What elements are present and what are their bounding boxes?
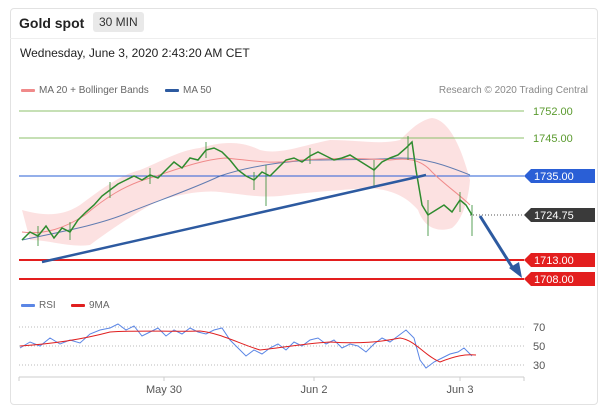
ma50-swatch (165, 89, 179, 92)
rsi-tick-30: 30 (533, 360, 545, 372)
price-tag-1745: 1745.00 (533, 133, 573, 145)
legend-9ma: 9MA (71, 300, 110, 311)
legend-rsi: RSI (21, 300, 56, 311)
legend-ma20: MA 20 + Bollinger Bands (21, 85, 149, 96)
price-tag-1708: 1708.00 (524, 272, 595, 286)
svg-text:1735.00: 1735.00 (534, 171, 574, 183)
legend-ma50: MA 50 (165, 85, 211, 96)
trendline (41, 173, 427, 264)
x-label-jun2: Jun 2 (301, 384, 328, 396)
svg-text:1713.00: 1713.00 (534, 255, 574, 267)
ma9-swatch (71, 304, 85, 307)
price-tag-1752: 1752.00 (533, 106, 573, 118)
chart-datetime: Wednesday, June 3, 2020 2:43:20 AM CET (20, 46, 250, 60)
ma50-label: MA 50 (183, 85, 212, 96)
ma9-label: 9MA (89, 300, 110, 311)
bollinger-band (22, 118, 470, 246)
ma50-line (21, 157, 471, 241)
timeframe-badge[interactable]: 30 MIN (93, 12, 144, 32)
ma20-line (21, 157, 471, 234)
rsi-label: RSI (39, 300, 56, 311)
price-tag-1735: 1735.00 (524, 169, 595, 183)
copyright-text: Research © 2020 Trading Central (438, 85, 588, 96)
rsi-ma9-line (19, 330, 477, 363)
x-label-may30: May 30 (146, 384, 182, 396)
forecast-arrowhead (509, 262, 522, 278)
price-tag-last: 1724.75 (524, 208, 595, 222)
price-tag-1713: 1713.00 (524, 253, 595, 267)
price-wicks (37, 136, 473, 246)
svg-text:1724.75: 1724.75 (534, 210, 574, 222)
instrument-title: Gold spot (19, 15, 85, 31)
x-label-jun3: Jun 3 (447, 384, 474, 396)
ma20-label: MA 20 + Bollinger Bands (39, 85, 149, 96)
svg-text:1752.00: 1752.00 (533, 106, 573, 118)
svg-text:1708.00: 1708.00 (534, 274, 574, 286)
ma20-swatch (21, 89, 35, 92)
rsi-swatch (21, 304, 35, 307)
rsi-tick-50: 50 (533, 341, 545, 353)
header-divider (10, 38, 596, 39)
chart-header: Gold spot 30 MIN (10, 8, 596, 38)
forecast-arrow (478, 215, 516, 271)
rsi-line (19, 323, 473, 369)
svg-text:1745.00: 1745.00 (533, 133, 573, 145)
rsi-tick-70: 70 (533, 322, 545, 334)
